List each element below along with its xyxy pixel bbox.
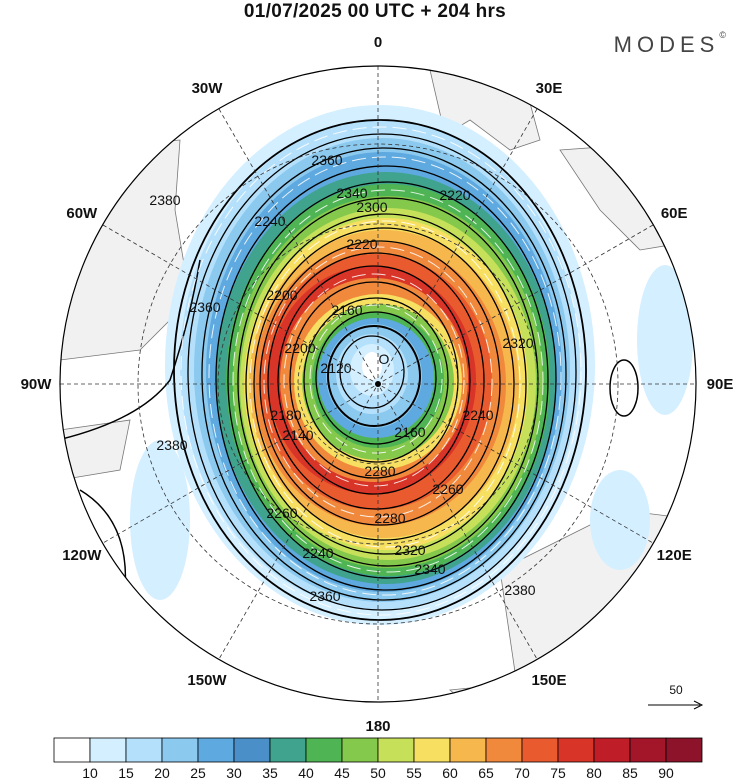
colorbar-tick-label: 20 — [154, 765, 170, 781]
colorbar-swatch — [53, 737, 91, 763]
contour-label: 2220 — [346, 236, 377, 252]
contour-label: 2300 — [356, 199, 387, 215]
colorbar-swatch — [593, 737, 631, 763]
longitude-label: 180 — [365, 718, 390, 735]
colorbar-tick-label: 35 — [262, 765, 278, 781]
longitude-label: 90W — [21, 376, 53, 393]
contour-label: 2220 — [439, 187, 470, 203]
longitude-label: 150W — [187, 672, 227, 689]
colorbar-tick-label: 50 — [370, 765, 386, 781]
colorbar-tick-label: 60 — [442, 765, 458, 781]
colorbar-swatch — [521, 737, 559, 763]
contour-label: 2160 — [394, 424, 425, 440]
colorbar-tick-label: 45 — [334, 765, 350, 781]
contour-label: 2360 — [311, 152, 342, 168]
colorbar-tick-label: 25 — [190, 765, 206, 781]
contour-label: 2340 — [336, 185, 367, 201]
contour-label: 2240 — [254, 213, 285, 229]
longitude-label: 30W — [192, 80, 224, 97]
pole-marker — [375, 381, 381, 387]
contour-label: 2320 — [394, 542, 425, 558]
contour-label: 2340 — [414, 561, 445, 577]
longitude-label: 0 — [374, 34, 382, 51]
contour-label: 2280 — [364, 463, 395, 479]
colorbar-tick-label: 30 — [226, 765, 242, 781]
brand-logo: MODES© — [613, 30, 726, 57]
contour-label: 2380 — [156, 437, 187, 453]
colorbar-swatch — [413, 737, 451, 763]
contour-label: 2240 — [462, 407, 493, 423]
colorbar-swatch — [629, 737, 667, 763]
contour-label: 2360 — [189, 299, 220, 315]
contour-label: 2260 — [266, 505, 297, 521]
longitude-label: 60W — [66, 205, 98, 222]
contour-label: 2160 — [331, 302, 362, 318]
contour-label: 2380 — [504, 582, 535, 598]
colorbar-swatch — [341, 737, 379, 763]
colorbar-tick-label: 65 — [478, 765, 494, 781]
colorbar-tick-label: 90 — [658, 765, 674, 781]
colorbar-tick-label: 80 — [586, 765, 602, 781]
contour-label: 2180 — [270, 407, 301, 423]
colorbar-tick-label: 15 — [118, 765, 134, 781]
contour-label: 2200 — [266, 287, 297, 303]
longitude-label: 150E — [531, 672, 566, 689]
colorbar-tick-label: 55 — [406, 765, 422, 781]
longitude-label: 120W — [62, 547, 102, 564]
contour-label: 2200 — [284, 340, 315, 356]
colorbar-swatch — [449, 737, 487, 763]
contour-label: 2140 — [282, 427, 313, 443]
contour-label: 2360 — [309, 588, 340, 604]
longitude-label: 30E — [536, 80, 563, 97]
colorbar-tick-label: 85 — [622, 765, 638, 781]
colorbar: 10 15 20 25 30 35 40 45 50 55 60 65 70 75 80 85 90 — [53, 737, 703, 781]
height-contours — [60, 119, 639, 621]
colorbar-swatch — [485, 737, 523, 763]
colorbar-tick-label: 40 — [298, 765, 314, 781]
colorbar-tick-label: 10 — [82, 765, 98, 781]
longitude-label: 90E — [707, 376, 734, 393]
colorbar-swatch — [233, 737, 271, 763]
contour-label: 2380 — [149, 192, 180, 208]
reference-vector-label: 50 — [669, 683, 683, 697]
colorbar-swatch — [665, 737, 703, 763]
colorbar-swatch — [305, 737, 343, 763]
longitude-labels: 0 30E 60E 90E 120E 150E 180 150W 120W 90W 60W 30W — [21, 34, 734, 735]
low-center-label: O — [379, 351, 390, 367]
colorbar-tick-label: 75 — [550, 765, 566, 781]
map-disk — [60, 66, 696, 702]
contour-label: 2240 — [302, 545, 333, 561]
contour-label: 2120 — [320, 360, 351, 376]
colorbar-tick-label: 70 — [514, 765, 530, 781]
contour-label: 2280 — [374, 510, 405, 526]
colorbar-swatch — [89, 737, 127, 763]
colorbar-swatch — [197, 737, 235, 763]
chart-title: 01/07/2025 00 UTC + 204 hrs — [243, 1, 507, 22]
colorbar-swatch — [125, 737, 163, 763]
colorbar-swatch — [377, 737, 415, 763]
contour-label: 2260 — [432, 481, 463, 497]
map-boundary — [59, 65, 697, 703]
longitude-label: 120E — [657, 547, 692, 564]
wind-vectors — [180, 126, 582, 616]
longitude-label: 60E — [661, 205, 688, 222]
reference-vector: 50 — [648, 683, 704, 710]
colorbar-swatch — [161, 737, 199, 763]
contour-label: 2320 — [502, 335, 533, 351]
colorbar-swatch — [557, 737, 595, 763]
colorbar-swatch — [269, 737, 307, 763]
